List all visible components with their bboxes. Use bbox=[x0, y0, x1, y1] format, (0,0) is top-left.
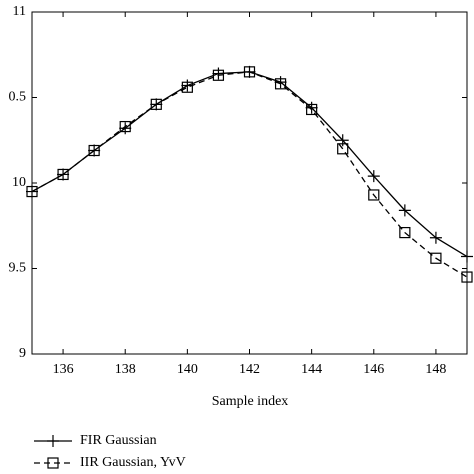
marker bbox=[119, 120, 131, 133]
legend-marker bbox=[47, 457, 59, 469]
marker bbox=[57, 168, 69, 181]
marker bbox=[181, 81, 193, 93]
legend-label: FIR Gaussian bbox=[80, 433, 157, 448]
legend-marker bbox=[47, 435, 59, 447]
marker bbox=[367, 170, 380, 183]
y-tick-label: 9.5 bbox=[9, 261, 27, 276]
x-tick-label: 146 bbox=[363, 362, 384, 377]
y-tick-label: 9 bbox=[19, 346, 26, 361]
marker bbox=[461, 271, 473, 283]
marker bbox=[119, 122, 132, 135]
x-tick-label: 142 bbox=[239, 362, 260, 377]
marker bbox=[461, 250, 473, 263]
marker bbox=[150, 98, 162, 110]
x-tick-label: 148 bbox=[425, 362, 446, 377]
x-tick-label: 138 bbox=[115, 362, 136, 377]
marker bbox=[399, 226, 411, 239]
plot-frame bbox=[31, 11, 468, 355]
x-tick-label: 136 bbox=[53, 362, 74, 377]
marker bbox=[398, 204, 411, 217]
marker bbox=[368, 189, 380, 201]
x-tick-label: 144 bbox=[301, 362, 322, 377]
marker bbox=[212, 67, 225, 80]
legend-label: IIR Gaussian, YvV bbox=[80, 455, 186, 470]
marker bbox=[306, 103, 318, 116]
marker bbox=[429, 231, 442, 244]
marker bbox=[243, 66, 256, 78]
marker bbox=[274, 78, 287, 90]
marker bbox=[88, 144, 100, 157]
marker bbox=[305, 101, 318, 114]
y-tick-label: 0.5 bbox=[9, 90, 27, 105]
x-tick-label: 140 bbox=[177, 362, 198, 377]
x-axis-label: Sample index bbox=[212, 394, 289, 409]
marker bbox=[26, 185, 38, 198]
y-tick-label: 10 bbox=[12, 175, 26, 190]
marker bbox=[430, 252, 442, 264]
marker bbox=[337, 143, 349, 155]
y-tick-label: 11 bbox=[13, 4, 26, 19]
marker bbox=[212, 69, 225, 81]
series-line bbox=[31, 71, 468, 278]
